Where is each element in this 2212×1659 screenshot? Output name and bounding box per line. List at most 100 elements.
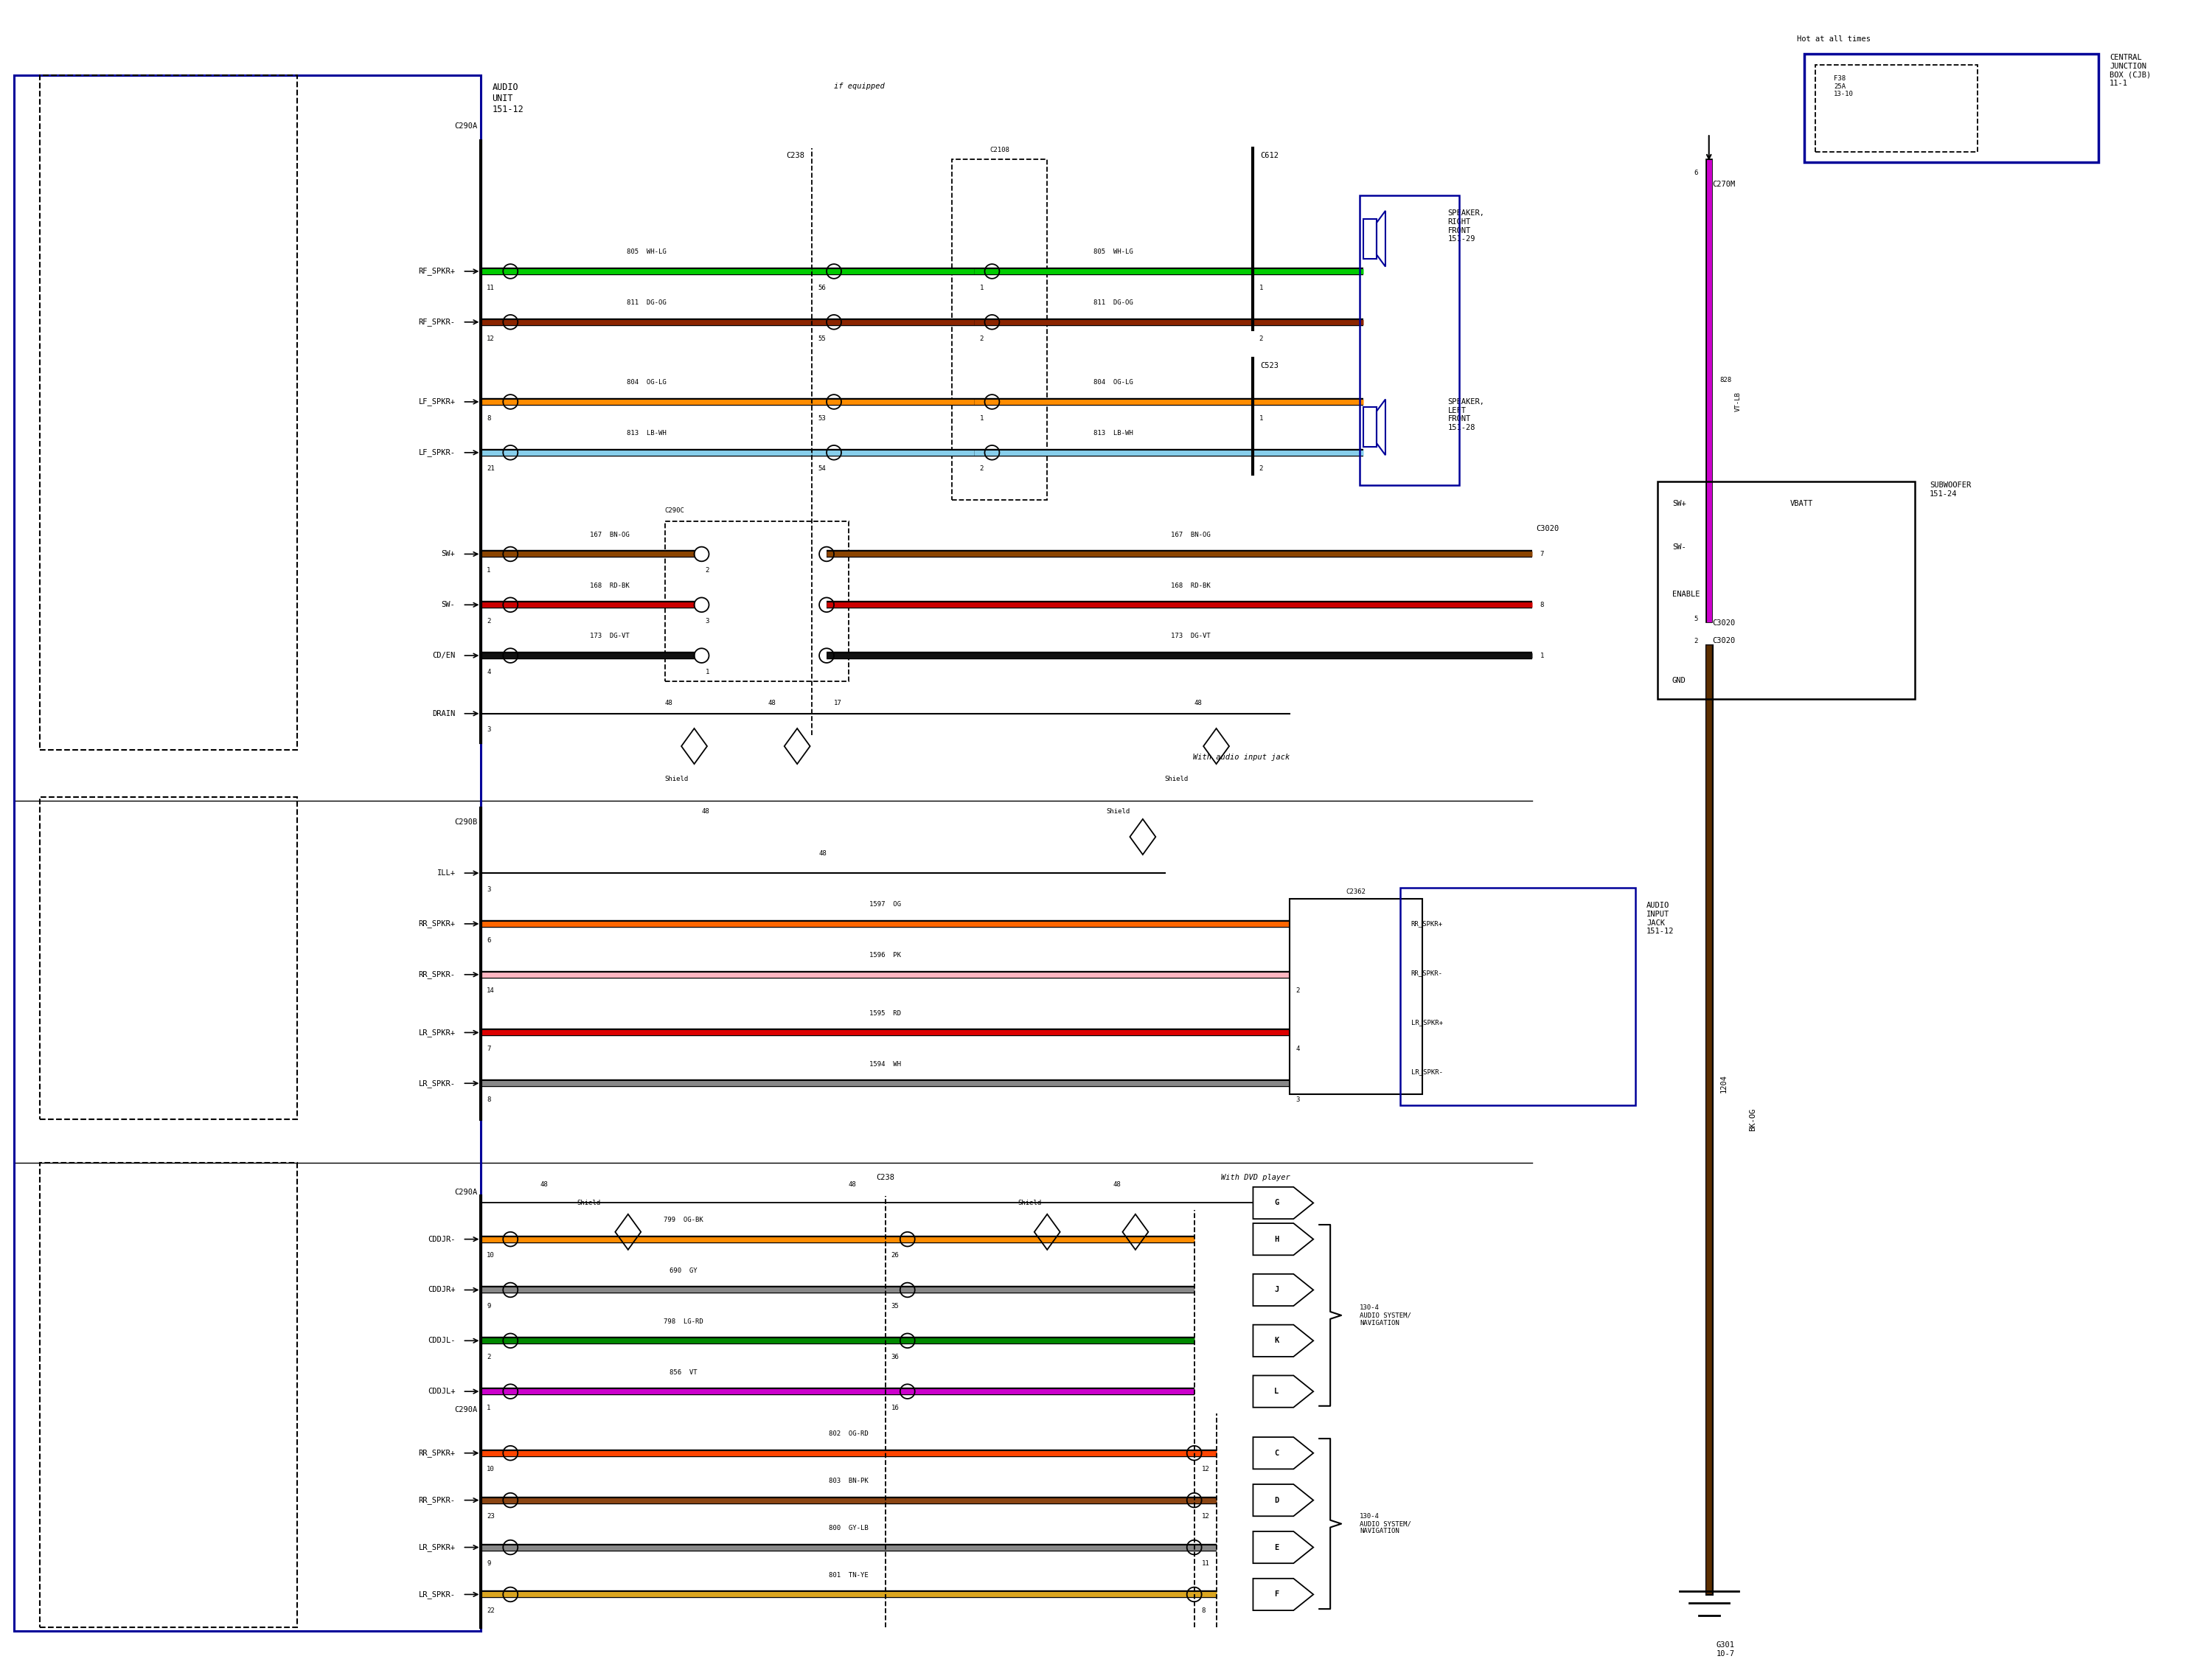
Text: CDDJR-: CDDJR- <box>427 1236 456 1243</box>
Text: 56: 56 <box>818 284 825 290</box>
Text: C3020: C3020 <box>1535 524 1559 533</box>
Text: 804  OG-LG: 804 OG-LG <box>1093 380 1133 387</box>
Text: 805  WH-LG: 805 WH-LG <box>1093 249 1133 255</box>
Text: CDDJR+: CDDJR+ <box>427 1286 456 1294</box>
Text: 9: 9 <box>487 1302 491 1309</box>
Text: 1: 1 <box>706 669 710 675</box>
Text: 12: 12 <box>1201 1467 1210 1473</box>
Text: 2: 2 <box>1694 639 1699 645</box>
Text: 48: 48 <box>818 851 827 858</box>
Text: RF_SPKR-: RF_SPKR- <box>418 319 456 327</box>
Text: F38
25A
13-10: F38 25A 13-10 <box>1834 75 1854 98</box>
Text: 167  BN-OG: 167 BN-OG <box>1170 531 1210 538</box>
Text: 804  OG-LG: 804 OG-LG <box>626 380 666 387</box>
Text: 1595  RD: 1595 RD <box>869 1010 900 1017</box>
Text: 48: 48 <box>1194 700 1201 707</box>
Text: RR_SPKR-: RR_SPKR- <box>1411 971 1442 977</box>
Text: CENTRAL
JUNCTION
BOX (CJB)
11-1: CENTRAL JUNCTION BOX (CJB) 11-1 <box>2110 53 2150 86</box>
Text: 856  VT: 856 VT <box>670 1369 697 1375</box>
Text: 6: 6 <box>1694 169 1699 176</box>
Bar <box>1805 53 2099 163</box>
Text: C290C: C290C <box>666 508 686 514</box>
Text: 11: 11 <box>487 284 495 290</box>
Text: SUBWOOFER
151-24: SUBWOOFER 151-24 <box>1929 481 1971 498</box>
Text: C3020: C3020 <box>1712 637 1736 645</box>
Text: 690  GY: 690 GY <box>670 1267 697 1274</box>
Text: 1: 1 <box>980 415 984 421</box>
Text: LR_SPKR+: LR_SPKR+ <box>418 1029 456 1037</box>
Text: 8: 8 <box>487 1097 491 1103</box>
Text: C612: C612 <box>1261 151 1279 159</box>
Text: 4: 4 <box>487 669 491 675</box>
Text: RR_SPKR-: RR_SPKR- <box>418 1496 456 1505</box>
Text: G: G <box>1274 1199 1279 1206</box>
Text: 805  WH-LG: 805 WH-LG <box>626 249 666 255</box>
Text: 813  LB-WH: 813 LB-WH <box>1093 430 1133 436</box>
Text: DRAIN: DRAIN <box>431 710 456 717</box>
Text: RF_SPKR+: RF_SPKR+ <box>418 267 456 275</box>
Text: 811  DG-OG: 811 DG-OG <box>1093 300 1133 307</box>
Text: LF_SPKR-: LF_SPKR- <box>418 448 456 456</box>
Bar <box>1363 406 1376 448</box>
Text: SW+: SW+ <box>442 551 456 557</box>
Text: 799  OG-BK: 799 OG-BK <box>664 1216 703 1223</box>
Bar <box>40 796 296 1120</box>
Text: 167  BN-OG: 167 BN-OG <box>591 531 630 538</box>
Text: SW+: SW+ <box>1672 499 1686 508</box>
Text: LR_SPKR-: LR_SPKR- <box>418 1080 456 1087</box>
Text: 55: 55 <box>818 335 825 342</box>
Text: 7: 7 <box>1540 551 1544 557</box>
Text: 6: 6 <box>487 937 491 944</box>
Text: 1: 1 <box>1259 415 1263 421</box>
Bar <box>1400 888 1635 1105</box>
Text: 3: 3 <box>1296 1097 1301 1103</box>
Bar <box>951 159 1046 499</box>
Text: 800  GY-LB: 800 GY-LB <box>830 1525 869 1531</box>
Text: C2095: C2095 <box>989 450 1009 456</box>
Text: C: C <box>1274 1450 1279 1457</box>
Text: 10: 10 <box>487 1253 495 1259</box>
Text: C290A: C290A <box>453 1405 478 1413</box>
Text: 2: 2 <box>487 1354 491 1360</box>
Text: C290A: C290A <box>453 1188 478 1196</box>
Text: 1594  WH: 1594 WH <box>869 1060 900 1067</box>
Text: CDDJL+: CDDJL+ <box>427 1389 456 1395</box>
Text: 4: 4 <box>1296 1045 1301 1052</box>
Text: 5: 5 <box>1694 615 1699 622</box>
Text: Hot at all times: Hot at all times <box>1796 35 1871 43</box>
Text: 11: 11 <box>1201 1561 1210 1568</box>
Bar <box>40 1163 296 1627</box>
Text: 130-4
AUDIO SYSTEM/
NAVIGATION: 130-4 AUDIO SYSTEM/ NAVIGATION <box>1360 1513 1411 1535</box>
Bar <box>13 76 480 1631</box>
Text: 48: 48 <box>701 808 710 815</box>
Text: 23: 23 <box>487 1513 495 1520</box>
Text: 53: 53 <box>818 415 825 421</box>
Text: SW-: SW- <box>1672 542 1686 551</box>
Text: 803  BN-PK: 803 BN-PK <box>830 1478 869 1485</box>
Text: RR_SPKR+: RR_SPKR+ <box>418 1448 456 1457</box>
Text: RR_SPKR+: RR_SPKR+ <box>418 919 456 927</box>
Text: 10: 10 <box>487 1467 495 1473</box>
Text: 16: 16 <box>891 1405 900 1412</box>
Text: 48: 48 <box>849 1181 856 1188</box>
Text: C290B: C290B <box>453 818 478 826</box>
Text: C2362: C2362 <box>1347 888 1365 894</box>
Text: RR_SPKR-: RR_SPKR- <box>418 971 456 979</box>
Text: 168  RD-BK: 168 RD-BK <box>591 582 630 589</box>
Text: 3: 3 <box>706 617 710 624</box>
Text: ENABLE: ENABLE <box>1672 591 1699 597</box>
Text: F: F <box>1274 1591 1279 1598</box>
Text: 1: 1 <box>980 284 984 290</box>
Text: 2: 2 <box>1296 987 1301 994</box>
Text: 8: 8 <box>487 415 491 421</box>
Text: Shield: Shield <box>1166 775 1188 781</box>
Text: 48: 48 <box>768 700 776 707</box>
Text: 811  DG-OG: 811 DG-OG <box>626 300 666 307</box>
Text: C2108: C2108 <box>989 146 1009 153</box>
Text: C3020: C3020 <box>1712 619 1736 627</box>
Text: LR_SPKR+: LR_SPKR+ <box>1411 1019 1442 1025</box>
Text: 26: 26 <box>891 1253 900 1259</box>
Text: 21: 21 <box>487 466 495 473</box>
Text: 35: 35 <box>891 1302 900 1309</box>
Text: L: L <box>1274 1389 1279 1395</box>
